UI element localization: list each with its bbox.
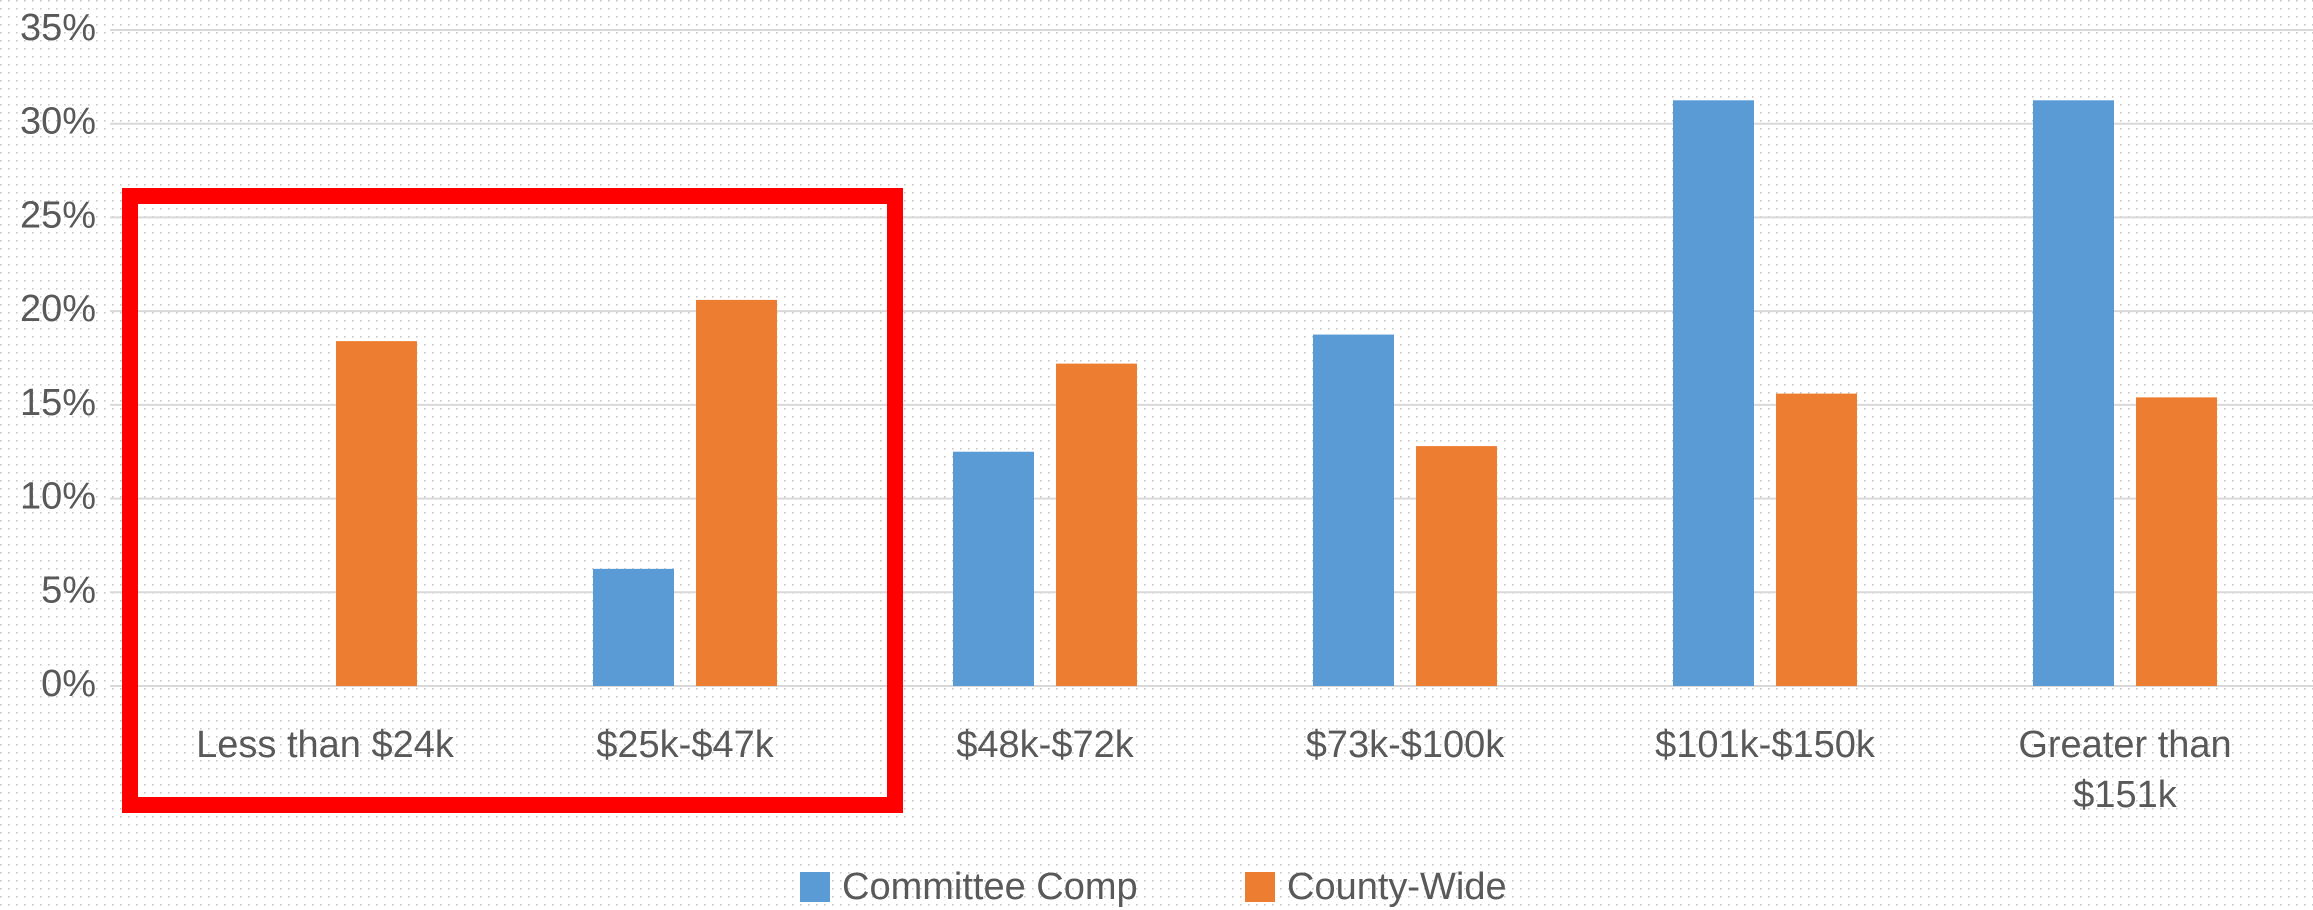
y-tick-label: 0% (41, 663, 96, 705)
x-tick-label: Greater than $151k (2018, 724, 2232, 816)
y-tick-label: 10% (20, 476, 96, 518)
x-tick-label: Less than $24k (196, 724, 454, 766)
bar (593, 568, 674, 686)
legend-label: County-Wide (1287, 866, 1507, 908)
bar (1056, 363, 1137, 686)
legend-swatch (800, 872, 830, 902)
bar (2136, 397, 2217, 686)
bar (953, 451, 1034, 686)
highlight-box (122, 188, 903, 813)
y-tick-label: 15% (20, 382, 96, 424)
bar (1416, 446, 1497, 686)
y-tick-label: 30% (20, 101, 96, 143)
legend-label: Committee Comp (842, 866, 1138, 908)
y-tick-label: 25% (20, 194, 96, 236)
bar (2033, 100, 2114, 687)
legend-swatch (1245, 872, 1275, 902)
bar (1776, 393, 1857, 686)
x-tick-label: $48k-$72k (956, 724, 1134, 766)
y-tick-label: 20% (20, 288, 96, 330)
x-tick-label: $25k-$47k (596, 724, 774, 766)
bar (696, 299, 777, 686)
bar (1313, 334, 1394, 686)
x-tick-label: $73k-$100k (1305, 724, 1505, 766)
bar (1673, 100, 1754, 687)
x-tick-label: $101k-$150k (1655, 724, 1875, 766)
y-tick-label: 5% (41, 569, 96, 611)
y-tick-label: 35% (20, 7, 96, 49)
bar (336, 341, 417, 686)
